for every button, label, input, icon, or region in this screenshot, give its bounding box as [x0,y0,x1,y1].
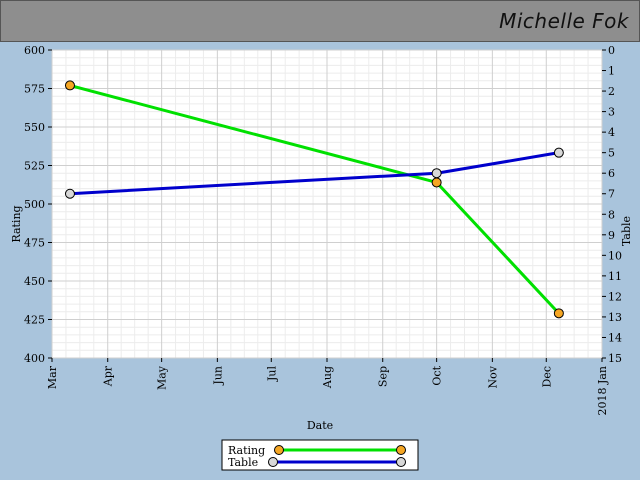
x-tick-label: 2018 Jan [596,366,609,416]
grid [51,49,603,359]
x-tick-label: Dec [540,366,553,388]
y2-tick-label: 2 [608,85,615,98]
y-tick-label: 475 [24,237,45,250]
y-tick-label: 525 [24,160,45,173]
y2-tick-label: 6 [608,167,615,180]
y-axis-label: Rating [10,205,23,242]
y-tick-label: 600 [24,44,45,57]
x-tick-label: Jul [265,366,278,382]
legend-box [221,439,419,471]
y2-tick-label: 1 [608,65,615,78]
x-tick-label: Aug [321,366,334,389]
y2-tick-label: 7 [608,188,615,201]
legend-marker-table [268,457,278,467]
y2-tick-label: 15 [608,352,622,365]
data-point-rating [64,80,75,91]
data-point-table [553,147,564,158]
legend-label-rating: Rating [228,444,265,457]
x-tick-label: Sep [377,366,390,387]
y2-tick-label: 5 [608,147,615,160]
x-tick-label: Oct [431,365,444,385]
player-name: Michelle Fok [499,9,629,33]
y2-tick-label: 0 [608,44,615,57]
y2-axis-label: Table [620,216,633,246]
y2-tick-label: 3 [608,106,615,119]
data-point-rating [431,177,442,188]
y-tick-label: 400 [24,352,45,365]
y2-tick-label: 11 [608,270,622,283]
y2-tick-label: 13 [608,311,622,324]
y-tick-label: 425 [24,314,45,327]
data-point-table [64,188,75,199]
legend-marker-rating [274,445,284,455]
y-tick-label: 575 [24,83,45,96]
y-tick-label: 550 [24,121,45,134]
x-tick-label: Jun [211,366,224,386]
x-tick-label: Mar [46,365,59,389]
legend-label-table: Table [228,456,258,469]
header-bar: Michelle Fok [0,0,640,42]
legend-marker-rating [396,445,406,455]
data-point-table [431,168,442,179]
y2-tick-label: 14 [608,331,622,344]
series-layer [64,80,564,319]
legend-marker-table [396,457,406,467]
x-tick-label: Nov [486,365,499,388]
y2-tick-label: 12 [608,290,622,303]
y2-tick-label: 10 [608,249,622,262]
y2-tick-label: 8 [608,208,615,221]
y-tick-label: 450 [24,275,45,288]
x-axis-label: Date [307,419,333,432]
y-tick-label: 500 [24,198,45,211]
x-tick-label: May [156,365,169,390]
y2-tick-label: 4 [608,126,615,139]
y2-tick-label: 9 [608,229,615,242]
legend: Rating Table [221,439,419,471]
x-tick-label: Apr [102,365,115,387]
data-point-rating [553,308,564,319]
